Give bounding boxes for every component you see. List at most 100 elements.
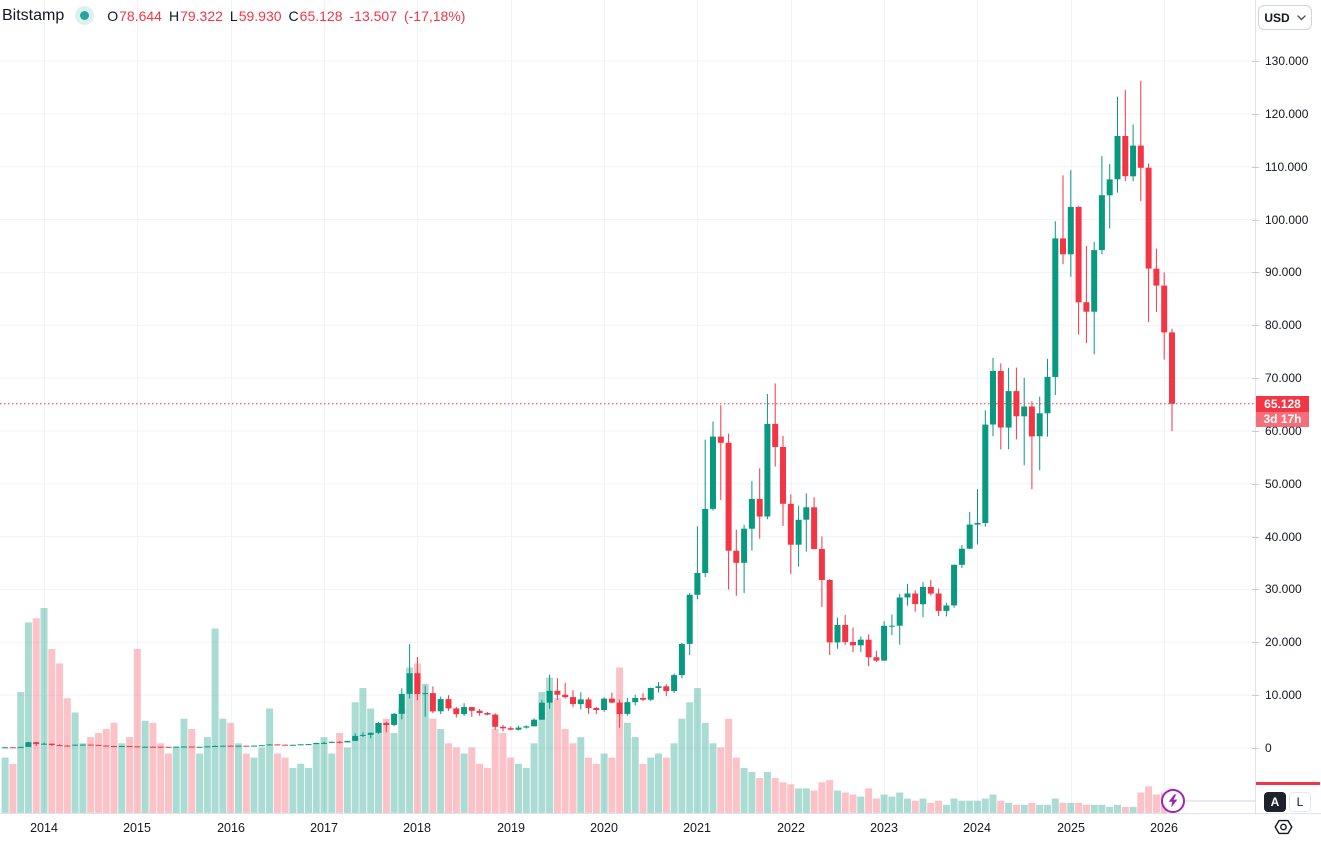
hexagon-eye-icon[interactable] <box>1274 819 1293 840</box>
candle-body <box>321 742 327 744</box>
volume-bar <box>608 757 616 813</box>
volume-bar <box>375 722 382 813</box>
volume-bar <box>834 790 841 813</box>
candle-body <box>865 639 872 658</box>
candle-body <box>523 726 530 728</box>
volume-bar <box>24 622 32 813</box>
candle-body <box>196 746 203 748</box>
candle-body <box>17 746 24 748</box>
candle-body <box>398 693 405 714</box>
volume-bar <box>281 757 289 813</box>
volume-bar <box>242 753 250 813</box>
candle-body <box>935 593 942 611</box>
price-tick-label: 40.000 <box>1265 530 1302 544</box>
candle-body <box>1114 136 1121 180</box>
candle-body <box>531 719 538 727</box>
candle-body <box>227 745 234 747</box>
currency-value: USD <box>1264 10 1290 25</box>
lightning-trade-button[interactable] <box>1161 789 1185 813</box>
candle-body <box>733 550 740 563</box>
volume-bar <box>709 743 717 813</box>
volume-bar <box>748 772 756 813</box>
ohlc-field-value: 65.128 <box>299 7 343 24</box>
volume-bar <box>312 743 320 813</box>
volume-bar <box>950 798 958 813</box>
volume-bar <box>320 737 328 813</box>
candle-body <box>173 746 180 748</box>
volume-bar <box>87 737 95 813</box>
candle-body <box>593 708 600 710</box>
candle-body <box>391 713 398 725</box>
price-tick-label: 130.000 <box>1265 54 1309 68</box>
symbol-name[interactable]: Bitstamp <box>2 6 65 24</box>
volume-bar <box>515 763 522 813</box>
volume-bar <box>662 757 670 813</box>
price-tickmark <box>1252 695 1259 696</box>
volume-bar <box>149 722 157 813</box>
candle-body <box>437 699 444 712</box>
volume-bar <box>802 788 810 813</box>
candle-body <box>251 745 257 747</box>
candle-body <box>157 746 164 748</box>
time-axis[interactable]: 2014 2015 2016 2017 2018 2019 2020 2021 2022 2023… <box>0 813 1321 843</box>
currency-selector[interactable]: USD <box>1258 5 1312 30</box>
volume-bar <box>795 788 803 813</box>
candle-body <box>352 735 359 741</box>
candle-body <box>79 744 86 746</box>
ohlc-values: O 78.644 H 79.322 L 59.930 C 65.128 -13.507 (-17,… <box>107 8 472 24</box>
candle-body <box>702 508 709 573</box>
volume-bar <box>95 733 102 813</box>
market-status-icon[interactable] <box>75 6 95 25</box>
candle-body <box>826 580 833 643</box>
candle-body <box>103 745 110 747</box>
candle-body <box>896 597 903 626</box>
candle-body <box>850 642 856 646</box>
volume-bar <box>133 649 141 813</box>
volume-bar <box>110 722 118 813</box>
year-label: 2014 <box>30 821 58 835</box>
candle-body <box>48 743 55 746</box>
candle-body <box>507 728 514 730</box>
candle-body <box>313 742 320 745</box>
change-percent: (-17,18%) <box>403 7 466 24</box>
volume-bar <box>693 688 701 813</box>
candle-body <box>873 657 880 661</box>
volume-bar <box>437 729 445 813</box>
red-indicator-line <box>1256 782 1320 785</box>
price-tickmark <box>1252 114 1259 115</box>
candle-body <box>632 698 639 703</box>
candle-body <box>461 707 468 715</box>
candle-body <box>367 732 374 735</box>
year-label: 2021 <box>683 821 711 835</box>
volume-bar <box>266 708 274 813</box>
volume-bar <box>522 767 530 813</box>
year-label: 2020 <box>590 821 618 835</box>
volume-bar <box>141 720 149 813</box>
candle-body <box>616 702 623 714</box>
candle-body <box>383 723 390 725</box>
year-label: 2025 <box>1057 821 1085 835</box>
ohlc-field-value: 59.930 <box>238 7 282 24</box>
candle-body <box>1122 136 1129 177</box>
candle-body <box>484 713 491 715</box>
candle-body <box>1052 238 1059 377</box>
candle-body <box>710 436 716 509</box>
auto-scale-button[interactable]: A <box>1264 792 1286 812</box>
volume-bar <box>639 763 647 813</box>
volume-bar <box>849 794 857 813</box>
candle-body <box>562 694 569 698</box>
volume-bar <box>235 743 242 813</box>
price-tick-label: 90.000 <box>1265 265 1302 279</box>
ohlc-field-label: O <box>107 7 119 24</box>
year-label: 2024 <box>963 821 991 835</box>
candle-body <box>500 726 506 729</box>
log-scale-button[interactable]: L <box>1289 792 1311 812</box>
candle-body <box>943 605 950 611</box>
candle-body <box>25 742 32 747</box>
volume-bar <box>56 663 64 813</box>
volume-bar <box>180 718 188 813</box>
candle-body <box>453 708 460 715</box>
candle-body <box>64 745 71 747</box>
volume-bar <box>1 757 9 813</box>
